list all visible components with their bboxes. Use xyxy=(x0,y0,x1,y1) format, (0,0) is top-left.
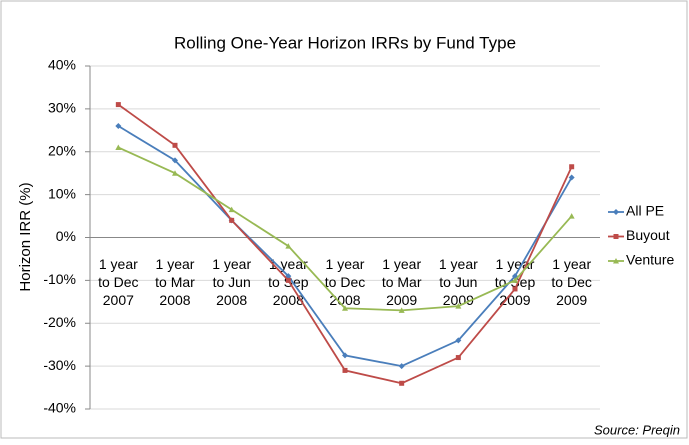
source-note: Source: Preqin xyxy=(594,422,680,437)
point-marker xyxy=(512,277,518,283)
legend-label: Buyout xyxy=(626,227,670,243)
point-marker xyxy=(172,142,178,148)
x-tick-label: 2008 xyxy=(159,292,190,308)
point-marker xyxy=(613,258,619,264)
x-tick-label: 2009 xyxy=(386,292,417,308)
y-tick-label: 40% xyxy=(48,57,76,73)
x-tick-label: 1 year xyxy=(156,256,195,272)
x-tick-label: 2007 xyxy=(103,292,134,308)
point-marker xyxy=(115,144,122,150)
point-marker xyxy=(228,206,235,213)
point-marker xyxy=(512,286,518,292)
point-marker xyxy=(455,337,462,344)
x-tick-label: 2009 xyxy=(443,292,474,308)
point-marker xyxy=(613,209,619,215)
point-marker xyxy=(115,123,122,130)
x-tick-label: to Mar xyxy=(155,274,195,290)
x-tick-label: 2008 xyxy=(216,292,247,308)
y-tick-label: 30% xyxy=(48,100,76,116)
y-tick-label: -30% xyxy=(43,357,76,373)
x-tick-label: to Dec xyxy=(98,274,138,290)
x-tick-label: 2008 xyxy=(273,292,304,308)
point-marker xyxy=(229,217,235,223)
x-tick-label: to Mar xyxy=(382,274,422,290)
point-marker xyxy=(342,352,348,359)
point-marker xyxy=(568,213,575,219)
x-tick-label: to Dec xyxy=(325,274,365,290)
legend-label: All PE xyxy=(626,203,664,219)
point-marker xyxy=(342,305,348,311)
x-tick-label: 1 year xyxy=(326,256,365,272)
point-marker xyxy=(455,303,462,309)
y-tick-label: -40% xyxy=(43,400,76,416)
x-tick-label: 1 year xyxy=(269,256,308,272)
point-marker xyxy=(398,307,405,313)
y-tick-label: -20% xyxy=(43,314,76,330)
point-marker xyxy=(342,367,348,373)
x-tick-label: 2008 xyxy=(329,292,360,308)
point-marker xyxy=(399,380,405,386)
point-marker xyxy=(569,164,575,170)
point-marker xyxy=(172,157,178,164)
x-tick-label: 1 year xyxy=(99,256,138,272)
point-marker xyxy=(455,355,461,361)
x-tick-label: to Jun xyxy=(439,274,477,290)
y-tick-label: 0% xyxy=(56,228,76,244)
y-tick-label: 10% xyxy=(48,185,76,201)
legend-label: Venture xyxy=(626,252,674,268)
x-tick-label: 1 year xyxy=(212,256,251,272)
y-tick-label: -10% xyxy=(43,271,76,287)
y-axis-label: Horizon IRR (%) xyxy=(17,182,34,291)
x-tick-label: 1 year xyxy=(382,256,421,272)
point-marker xyxy=(285,243,292,249)
x-tick-label: to Jun xyxy=(213,274,251,290)
x-tick-label: 2009 xyxy=(556,292,587,308)
point-marker xyxy=(115,102,121,108)
point-marker xyxy=(613,234,619,239)
x-tick-label: 1 year xyxy=(552,256,591,272)
x-tick-label: to Dec xyxy=(551,274,591,290)
x-tick-label: 1 year xyxy=(439,256,478,272)
chart-title: Rolling One-Year Horizon IRRs by Fund Ty… xyxy=(174,33,516,52)
point-marker xyxy=(398,363,405,370)
point-marker xyxy=(568,174,575,181)
point-marker xyxy=(285,277,291,283)
point-marker xyxy=(172,170,178,176)
x-tick-label: 2009 xyxy=(499,292,530,308)
y-tick-label: 20% xyxy=(48,142,76,158)
